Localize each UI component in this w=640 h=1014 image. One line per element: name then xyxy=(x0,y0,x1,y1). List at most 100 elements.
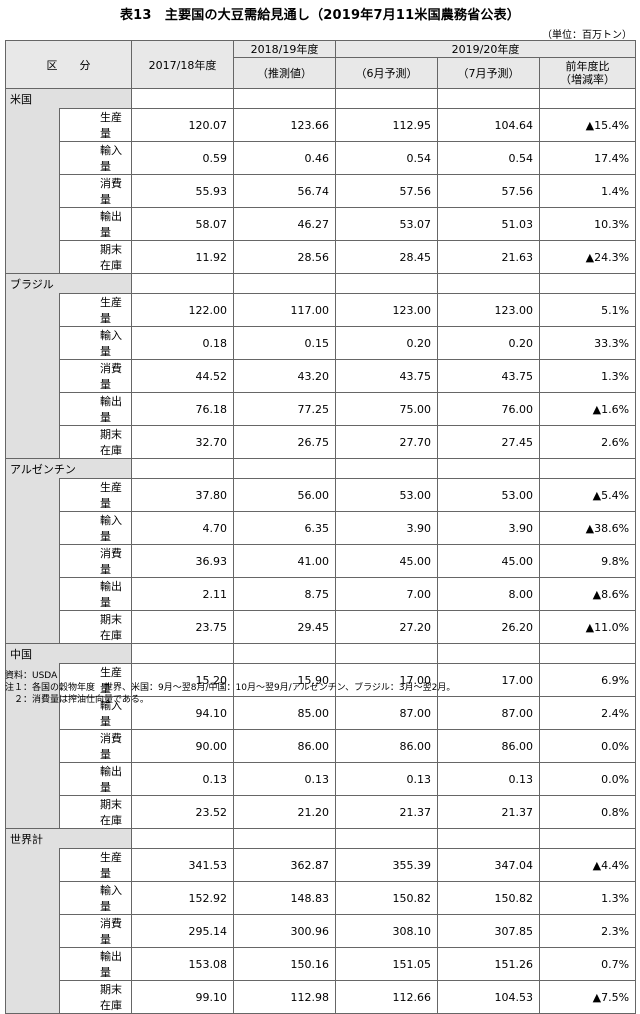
value-2019-june: 151.05 xyxy=(335,947,438,981)
value-2017: 99.10 xyxy=(131,980,234,1014)
category-spacer xyxy=(5,511,60,545)
value-2019-july: 0.54 xyxy=(437,141,540,175)
value-change: ▲15.4% xyxy=(538,108,637,142)
value-change: 5.1% xyxy=(538,293,637,327)
item-label: 期末在庫 xyxy=(59,795,132,829)
category-spacer xyxy=(5,947,60,981)
value-2019-july: 151.26 xyxy=(437,947,540,981)
group-header-row: 米国 xyxy=(5,88,637,109)
empty-cell xyxy=(437,643,540,664)
category-spacer xyxy=(5,848,60,882)
value-2019-july: 86.00 xyxy=(437,729,540,763)
category-spacer xyxy=(5,359,60,393)
table-row: 期末在庫 23.52 21.20 21.37 21.37 0.8% xyxy=(5,795,637,829)
value-change: 2.3% xyxy=(538,914,637,948)
empty-cell xyxy=(335,643,438,664)
empty-cell xyxy=(131,88,234,109)
group-header-row: ブラジル xyxy=(5,273,637,294)
item-label: 輸入量 xyxy=(59,141,132,175)
value-2018: 43.20 xyxy=(233,359,336,393)
item-label: 期末在庫 xyxy=(59,240,132,274)
category-spacer xyxy=(5,478,60,512)
empty-cell xyxy=(131,828,234,849)
item-label: 消費量 xyxy=(59,544,132,578)
item-label: 輸出量 xyxy=(59,762,132,796)
value-2017: 58.07 xyxy=(131,207,234,241)
value-2018: 362.87 xyxy=(233,848,336,882)
value-change: 1.3% xyxy=(538,359,637,393)
value-2019-june: 28.45 xyxy=(335,240,438,274)
value-change: ▲7.5% xyxy=(538,980,637,1014)
category-spacer xyxy=(5,108,60,142)
value-2018: 56.74 xyxy=(233,174,336,208)
value-2017: 4.70 xyxy=(131,511,234,545)
item-label: 期末在庫 xyxy=(59,980,132,1014)
empty-cell xyxy=(233,828,336,849)
value-2019-june: 43.75 xyxy=(335,359,438,393)
value-2018: 123.66 xyxy=(233,108,336,142)
value-2019-june: 45.00 xyxy=(335,544,438,578)
value-change: 6.9% xyxy=(538,663,637,697)
item-label: 輸出量 xyxy=(59,392,132,426)
value-2018: 8.75 xyxy=(233,577,336,611)
value-2017: 341.53 xyxy=(131,848,234,882)
header-2019-july: （7月予測） xyxy=(437,57,540,89)
value-change: 33.3% xyxy=(538,326,637,360)
item-label: 期末在庫 xyxy=(59,425,132,459)
value-2018: 26.75 xyxy=(233,425,336,459)
value-2018: 21.20 xyxy=(233,795,336,829)
value-2019-july: 26.20 xyxy=(437,610,540,644)
table-row: 生産量 120.07 123.66 112.95 104.64 ▲15.4% xyxy=(5,108,637,142)
empty-cell xyxy=(437,273,540,294)
group-header-row: 世界計 xyxy=(5,828,637,849)
group-name: ブラジル xyxy=(5,273,132,294)
value-2018: 41.00 xyxy=(233,544,336,578)
table-row: 消費量 55.93 56.74 57.56 57.56 1.4% xyxy=(5,174,637,208)
group-name: 世界計 xyxy=(5,828,132,849)
value-2018: 56.00 xyxy=(233,478,336,512)
header-change: 前年度比 （増減率） xyxy=(538,57,637,89)
table-row: 輸入量 0.59 0.46 0.54 0.54 17.4% xyxy=(5,141,637,175)
table-row: 消費量 90.00 86.00 86.00 86.00 0.0% xyxy=(5,729,637,763)
value-change: 9.8% xyxy=(538,544,637,578)
value-2018: 148.83 xyxy=(233,881,336,915)
empty-cell xyxy=(538,828,637,849)
footnote-note1: 注１：各国の穀物年度 世界、米国：9月～翌8月/中国：10月～翌9月/アルゼンチ… xyxy=(5,683,456,693)
value-2018: 46.27 xyxy=(233,207,336,241)
value-2017: 0.18 xyxy=(131,326,234,360)
supply-demand-table: 区 分 2017/18年度 2018/19年度 2019/20年度 （推測値） … xyxy=(5,40,637,1014)
table-body: 米国 生産量 120.07 123.66 112.95 104.64 ▲15.4% 輸入量 0.… xyxy=(5,88,637,1014)
value-2019-june: 355.39 xyxy=(335,848,438,882)
empty-cell xyxy=(233,88,336,109)
item-label: 生産量 xyxy=(59,478,132,512)
value-2018: 77.25 xyxy=(233,392,336,426)
footnote-note2: ２：消費量は搾油仕向量である。 xyxy=(5,695,149,705)
value-2017: 11.92 xyxy=(131,240,234,274)
table-row: 輸出量 76.18 77.25 75.00 76.00 ▲1.6% xyxy=(5,392,637,426)
value-change: ▲38.6% xyxy=(538,511,637,545)
empty-cell xyxy=(131,458,234,479)
value-2019-june: 112.95 xyxy=(335,108,438,142)
category-spacer xyxy=(5,980,60,1014)
value-2019-june: 53.07 xyxy=(335,207,438,241)
item-label: 生産量 xyxy=(59,293,132,327)
item-label: 輸出量 xyxy=(59,577,132,611)
value-2018: 29.45 xyxy=(233,610,336,644)
group-name: 米国 xyxy=(5,88,132,109)
value-2017: 153.08 xyxy=(131,947,234,981)
table-row: 輸入量 4.70 6.35 3.90 3.90 ▲38.6% xyxy=(5,511,637,545)
value-2017: 36.93 xyxy=(131,544,234,578)
header-2019-june: （6月予測） xyxy=(335,57,438,89)
category-spacer xyxy=(5,141,60,175)
value-2019-july: 45.00 xyxy=(437,544,540,578)
value-2019-june: 308.10 xyxy=(335,914,438,948)
value-2019-july: 104.64 xyxy=(437,108,540,142)
group-header-row: アルゼンチン xyxy=(5,458,637,479)
footnote-source: 資料：USDA xyxy=(5,671,58,681)
value-2019-july: 27.45 xyxy=(437,425,540,459)
category-spacer xyxy=(5,914,60,948)
value-2019-july: 347.04 xyxy=(437,848,540,882)
item-label: 消費量 xyxy=(59,914,132,948)
value-2019-june: 0.20 xyxy=(335,326,438,360)
empty-cell xyxy=(131,643,234,664)
